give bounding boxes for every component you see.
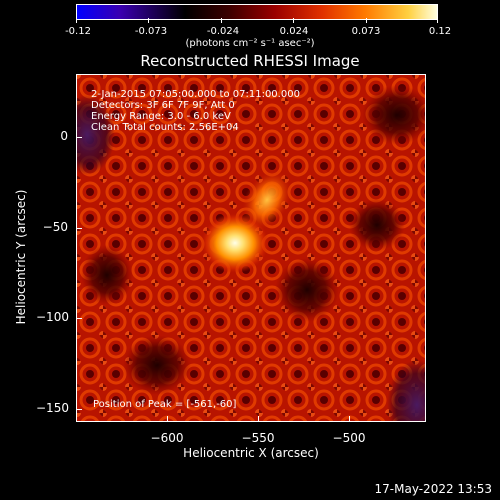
x-axis-label: Heliocentric X (arcsec): [183, 446, 319, 460]
rhessi-image-map: [77, 75, 425, 421]
colorbar: [76, 4, 438, 20]
y-tick-mark: [76, 137, 82, 138]
y-tick-label: −100: [36, 310, 69, 324]
colorbar-tick-mark: [148, 18, 149, 23]
date-stamp: 17-May-2022 13:53: [374, 482, 492, 496]
detectors-label: Detectors: 3F 6F 7F 9F, Att 0: [91, 100, 235, 111]
y-tick-mark: [76, 228, 82, 229]
image-title: Reconstructed RHESSI Image: [140, 52, 360, 70]
x-tick-mark: [349, 416, 350, 422]
colorbar-unit-label: (photons cm⁻² s⁻¹ asec⁻²): [185, 38, 315, 49]
colorbar-tick-mark: [293, 18, 294, 23]
colorbar-tick-label: 0.073: [351, 26, 381, 37]
colorbar-tick-label: 0.12: [428, 26, 452, 37]
x-tick-mark: [167, 416, 168, 422]
colorbar-tick-label: -0.073: [134, 26, 168, 37]
time-range-label: 2-Jan-2015 07:05:00.000 to 07:11:00.000: [91, 89, 300, 100]
colorbar-tick-label: 0.024: [279, 26, 309, 37]
y-tick-label: −150: [36, 401, 69, 415]
peak-position-label: Position of Peak = [-561,-60]: [93, 399, 237, 410]
y-axis-label: Heliocentric Y (arcsec): [14, 189, 28, 325]
colorbar-tick-mark: [221, 18, 222, 23]
colorbar-tick-mark: [437, 18, 438, 23]
x-tick-mark: [258, 416, 259, 422]
method-counts-label: Clean Total counts: 2.56E+04: [91, 122, 239, 133]
colorbar-tick-mark: [366, 18, 367, 23]
colorbar-tick-label: -0.12: [65, 26, 91, 37]
colorbar-tick-label: -0.024: [206, 26, 240, 37]
x-tick-label: −500: [332, 431, 366, 445]
y-tick-mark: [76, 318, 82, 319]
rhessi-image-plot: 2-Jan-2015 07:05:00.000 to 07:11:00.000 …: [76, 74, 426, 422]
x-tick-label: −550: [241, 431, 275, 445]
x-tick-label: −600: [150, 431, 184, 445]
colorbar-tick-mark: [76, 18, 77, 23]
energy-range-label: Energy Range: 3.0 - 6.0 keV: [91, 111, 231, 122]
y-tick-label: 0: [60, 129, 68, 143]
y-tick-label: −50: [42, 220, 68, 234]
y-tick-mark: [76, 409, 82, 410]
